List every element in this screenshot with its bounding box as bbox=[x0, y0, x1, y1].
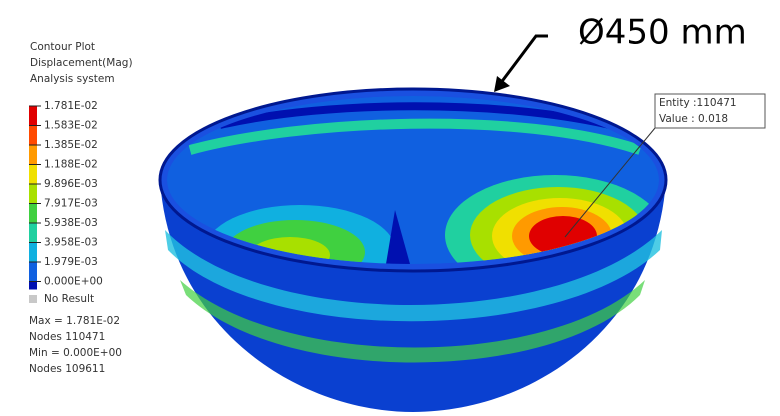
dimension: Ø450 mm bbox=[494, 13, 747, 93]
legend-swatch bbox=[29, 204, 37, 224]
legend-swatch bbox=[29, 243, 37, 263]
legend-label: 1.979E-03 bbox=[44, 256, 98, 268]
legend-swatch bbox=[29, 184, 37, 204]
legend-label: 1.583E-02 bbox=[44, 120, 98, 132]
legend-title: Analysis system bbox=[30, 73, 115, 85]
legend-label: 3.958E-03 bbox=[44, 237, 98, 249]
legend: Contour Plot Displacement(Mag) Analysis … bbox=[29, 41, 133, 375]
legend-label: 1.188E-02 bbox=[44, 159, 98, 171]
legend-label: 9.896E-03 bbox=[44, 178, 98, 190]
probe-text: Value : 0.018 bbox=[659, 113, 728, 125]
legend-swatch bbox=[29, 126, 37, 146]
legend-swatch bbox=[29, 106, 37, 126]
dimension-label: Ø450 mm bbox=[578, 13, 747, 53]
legend-stat: Max = 1.781E-02 bbox=[29, 315, 120, 327]
legend-swatch bbox=[29, 262, 37, 282]
legend-label: 1.385E-02 bbox=[44, 139, 98, 151]
legend-label: No Result bbox=[44, 293, 94, 305]
legend-swatch bbox=[29, 223, 37, 243]
legend-stat: Nodes 109611 bbox=[29, 363, 105, 375]
bowl bbox=[160, 89, 666, 412]
screenshot: Entity :110471 Value : 0.018 Ø450 mm Con… bbox=[0, 0, 780, 416]
legend-label: 0.000E+00 bbox=[44, 276, 103, 288]
arrow-head bbox=[494, 76, 510, 92]
legend-title: Displacement(Mag) bbox=[30, 57, 133, 69]
legend-stat: Min = 0.000E+00 bbox=[29, 347, 122, 359]
legend-swatch bbox=[29, 282, 37, 290]
legend-stat: Nodes 110471 bbox=[29, 331, 105, 343]
legend-swatch bbox=[29, 295, 37, 303]
legend-label: 5.938E-03 bbox=[44, 217, 98, 229]
legend-label: 1.781E-02 bbox=[44, 100, 98, 112]
dimension-arrow bbox=[500, 36, 548, 84]
page: Entity :110471 Value : 0.018 Ø450 mm Con… bbox=[0, 0, 780, 416]
legend-label: 7.917E-03 bbox=[44, 198, 98, 210]
legend-swatch bbox=[29, 165, 37, 185]
legend-swatch bbox=[29, 145, 37, 165]
probe-text: Entity :110471 bbox=[659, 97, 737, 109]
legend-title: Contour Plot bbox=[30, 41, 95, 53]
